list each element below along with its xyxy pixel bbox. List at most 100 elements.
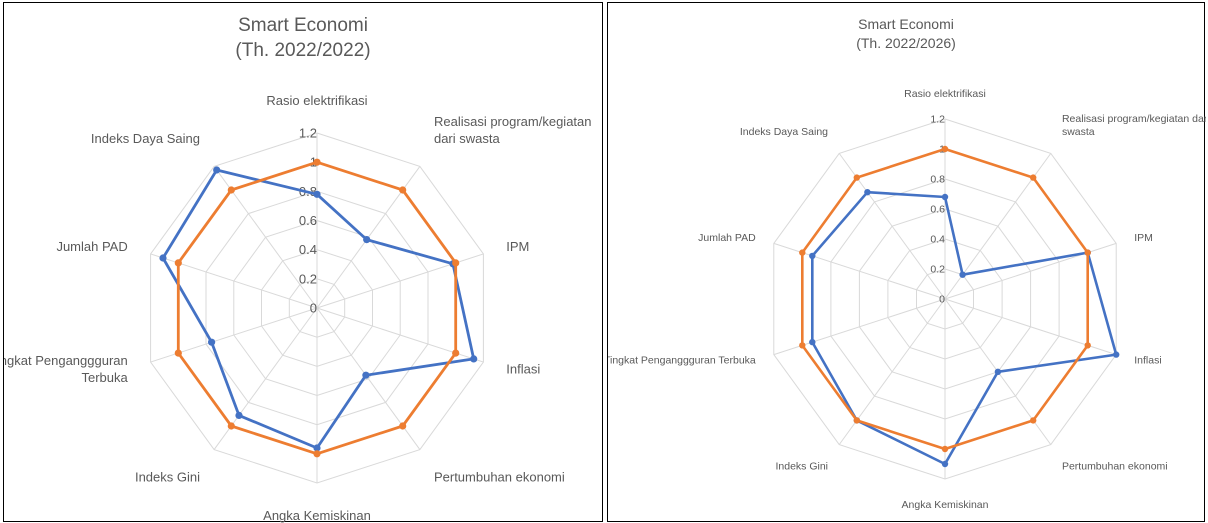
- category-label: Pertumbuhan ekonomi: [434, 470, 565, 485]
- category-label-line: Jumlah PAD: [698, 232, 756, 244]
- radial-tick-label: 1.2: [930, 114, 945, 126]
- data-point: [174, 349, 182, 357]
- category-label-line: Pertumbuhan ekonomi: [1062, 461, 1168, 473]
- category-label: Indeks Daya Saing: [740, 126, 828, 138]
- data-point: [809, 252, 816, 260]
- category-label-line: Inflasi: [1134, 355, 1161, 367]
- category-label-line: Realisasi program/kegiatan: [434, 114, 592, 129]
- category-label: Tingkat Penganggguran Terbuka: [608, 355, 756, 367]
- category-label-line: IPM: [1134, 232, 1153, 244]
- category-label-line: swasta: [1062, 126, 1095, 138]
- category-label-line: Jumlah PAD: [56, 239, 127, 254]
- category-label-line: IPM: [506, 239, 529, 254]
- data-point: [941, 445, 949, 453]
- category-label-line: Realisasi program/kegiatan dari: [1062, 113, 1206, 125]
- category-label: Realisasi program/kegiatan dari swasta: [1062, 113, 1206, 138]
- data-point: [853, 174, 860, 181]
- category-label-line: Terbuka: [81, 370, 128, 385]
- radial-tick-label: 0.6: [930, 204, 945, 216]
- data-point: [452, 259, 460, 267]
- data-point: [941, 193, 949, 201]
- category-label: Indeks Gini: [775, 461, 828, 473]
- data-point: [452, 349, 460, 357]
- chart-title-block: Smart Economi (Th. 2022/2022): [4, 13, 602, 63]
- category-labels: Rasio elektrifikasi Realisasi program/keg…: [4, 93, 592, 523]
- radial-tick-label: 0.8: [930, 174, 945, 186]
- radar-grid: [773, 118, 1117, 480]
- category-label: Pertumbuhan ekonomi: [1062, 461, 1168, 473]
- data-point: [208, 338, 216, 346]
- category-label-line: Pertumbuhan ekonomi: [434, 470, 565, 485]
- category-label: Tingkat Penganggguran Terbuka: [4, 353, 129, 385]
- data-point: [864, 189, 871, 196]
- category-label: Jumlah PAD: [56, 239, 127, 254]
- radial-tick-label: 0: [310, 301, 317, 316]
- category-label: Indeks Daya Saing: [91, 131, 200, 146]
- category-label: Angka Kemiskinan: [263, 508, 371, 523]
- category-label: Indeks Gini: [135, 470, 200, 485]
- data-point: [941, 145, 949, 153]
- radial-tick-label: 0.2: [930, 264, 945, 276]
- data-point: [853, 417, 860, 424]
- category-label: Jumlah PAD: [698, 232, 756, 244]
- data-point: [1084, 342, 1091, 349]
- chart-subtitle: (Th. 2022/2022): [235, 40, 371, 61]
- chart-subtitle: (Th. 2022/2026): [856, 35, 956, 51]
- category-label: Realisasi program/kegiatan dari swasta: [434, 114, 592, 146]
- category-label-line: Inflasi: [506, 362, 540, 377]
- category-label-line: Tingkat Penganggguran: [4, 353, 128, 368]
- data-point: [1084, 249, 1091, 256]
- data-point: [941, 460, 949, 468]
- data-point: [799, 342, 806, 349]
- radial-tick-label: 0.6: [299, 213, 317, 228]
- category-label-line: Indeks Daya Saing: [740, 126, 828, 138]
- series-orange: [174, 158, 460, 458]
- category-labels: Rasio elektrifikasi Realisasi program/keg…: [608, 88, 1206, 511]
- data-point: [313, 450, 321, 458]
- series-line: [161, 168, 476, 450]
- chart-panel-right: Smart Economi (Th. 2022/2026) 0 0.2 0.4 0.6…: [607, 2, 1206, 522]
- category-label: Inflasi: [506, 362, 540, 377]
- data-point: [1030, 174, 1037, 181]
- data-point: [399, 186, 407, 194]
- data-point: [313, 158, 321, 166]
- radial-tick-label: 0.4: [299, 242, 317, 257]
- data-point: [399, 422, 407, 430]
- chart-panel-left: Smart Economi (Th. 2022/2022) 0 0.2 0.4 0.6…: [3, 2, 603, 523]
- chart-title: Smart Economi: [858, 16, 954, 32]
- data-point: [809, 338, 816, 346]
- category-label-line: Indeks Gini: [135, 470, 200, 485]
- data-point: [227, 186, 235, 194]
- data-point: [227, 422, 235, 430]
- category-label: IPM: [506, 239, 529, 254]
- category-label: IPM: [1134, 232, 1153, 244]
- chart-title-block: Smart Economi (Th. 2022/2026): [608, 15, 1204, 53]
- series-orange: [799, 145, 1091, 453]
- radial-tick-label: 0: [939, 294, 945, 306]
- category-label-line: Rasio elektrifikasi: [266, 93, 367, 108]
- data-point: [313, 444, 321, 452]
- radial-tick-label: 0.4: [930, 234, 945, 246]
- series-blue: [159, 166, 478, 452]
- data-point: [1113, 351, 1120, 358]
- data-point: [362, 371, 370, 379]
- data-point: [313, 190, 321, 198]
- radar-grid: [150, 132, 484, 484]
- radial-tick-label: 0.2: [299, 271, 317, 286]
- chart-title: Smart Economi: [238, 15, 368, 36]
- radial-tick-label: 1.2: [299, 126, 317, 141]
- data-point: [799, 249, 806, 256]
- data-point: [235, 411, 243, 419]
- data-point: [470, 355, 478, 363]
- category-label-line: Rasio elektrifikasi: [904, 88, 986, 100]
- data-point: [959, 271, 966, 278]
- category-label-line: Indeks Gini: [775, 461, 828, 473]
- category-label: Inflasi: [1134, 355, 1161, 367]
- data-point: [213, 166, 221, 174]
- radial-axis-ticks: 00.20.40.60.811.2: [930, 114, 945, 306]
- category-label-line: Indeks Daya Saing: [91, 131, 200, 146]
- category-label: Rasio elektrifikasi: [266, 93, 367, 108]
- data-point: [159, 254, 167, 262]
